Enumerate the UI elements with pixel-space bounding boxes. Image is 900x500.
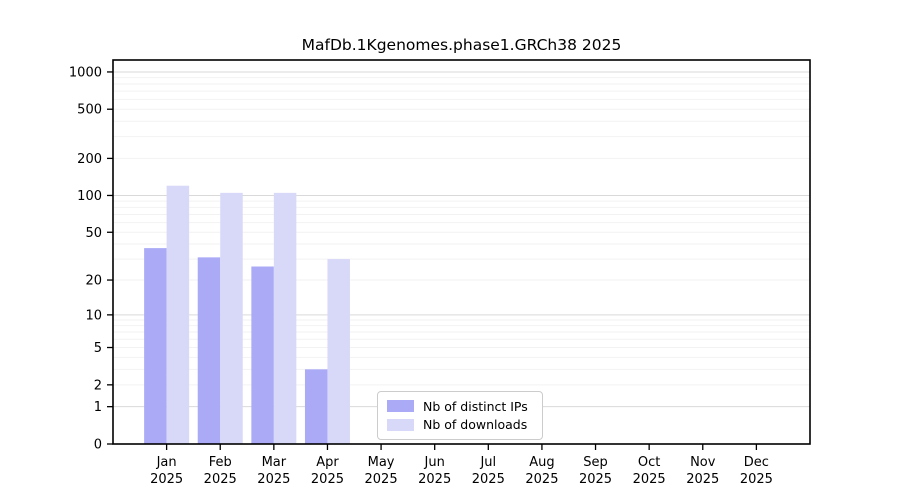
legend-label-distinct-ips: Nb of distinct IPs <box>423 398 528 414</box>
x-tick-label-month: May <box>368 455 395 470</box>
x-tick-label-year: 2025 <box>633 472 666 487</box>
x-tick-label-month: Apr <box>316 455 339 470</box>
y-tick-label: 500 <box>77 103 102 118</box>
legend-item-distinct-ips: Nb of distinct IPs <box>387 398 534 415</box>
x-tick-label-month: Dec <box>744 455 769 470</box>
x-tick-label-month: Sep <box>583 455 608 470</box>
legend-item-downloads: Nb of downloads <box>387 416 534 433</box>
x-tick-label-year: 2025 <box>740 472 773 487</box>
bar-mar-distinct-ips <box>251 266 274 444</box>
y-tick-label: 2 <box>94 378 102 393</box>
x-tick-label-month: Mar <box>262 455 287 470</box>
bar-mar-downloads <box>273 192 297 444</box>
x-tick-label-year: 2025 <box>686 472 719 487</box>
distinct-ips-swatch-icon <box>387 400 414 413</box>
x-tick-label-year: 2025 <box>257 472 290 487</box>
y-tick-label: 20 <box>85 274 102 289</box>
chart-title: MafDb.1Kgenomes.phase1.GRCh38 2025 <box>301 36 622 54</box>
bar-jan-distinct-ips <box>144 248 167 444</box>
x-tick-label-year: 2025 <box>525 472 558 487</box>
x-tick-label-year: 2025 <box>365 472 398 487</box>
y-tick-label: 50 <box>85 226 102 241</box>
y-tick-label: 100 <box>77 189 102 204</box>
bar-apr-downloads <box>327 259 350 444</box>
plot-frame <box>112 59 811 445</box>
x-tick-label-year: 2025 <box>579 472 612 487</box>
y-tick-label: 1 <box>94 400 102 415</box>
bar-feb-distinct-ips <box>197 257 221 444</box>
x-tick-label-month: Jul <box>479 455 496 470</box>
x-tick-label-month: Jun <box>424 455 445 470</box>
x-tick-label-year: 2025 <box>311 472 344 487</box>
x-tick-label-month: Nov <box>690 455 716 470</box>
x-tick-label-year: 2025 <box>472 472 505 487</box>
bar-apr-distinct-ips <box>304 369 328 444</box>
x-tick-label-year: 2025 <box>150 472 183 487</box>
y-tick-label: 1000 <box>69 65 102 80</box>
x-tick-label-year: 2025 <box>204 472 237 487</box>
x-tick-label-month: Oct <box>638 455 660 470</box>
x-tick-label-month: Aug <box>529 455 554 470</box>
y-tick-label: 0 <box>94 438 102 453</box>
y-tick-label: 200 <box>77 152 102 167</box>
bar-feb-downloads <box>220 192 243 444</box>
x-tick-label-month: Jan <box>156 455 177 470</box>
x-tick-label-year: 2025 <box>418 472 451 487</box>
bar-jan-downloads <box>166 185 190 444</box>
downloads-swatch-icon <box>387 418 414 431</box>
chart-legend: Nb of distinct IPs Nb of downloads <box>377 391 543 440</box>
x-tick-label-month: Feb <box>209 455 232 470</box>
legend-label-downloads: Nb of downloads <box>423 417 528 433</box>
y-tick-label: 10 <box>85 308 102 323</box>
y-tick-label: 5 <box>94 341 102 356</box>
